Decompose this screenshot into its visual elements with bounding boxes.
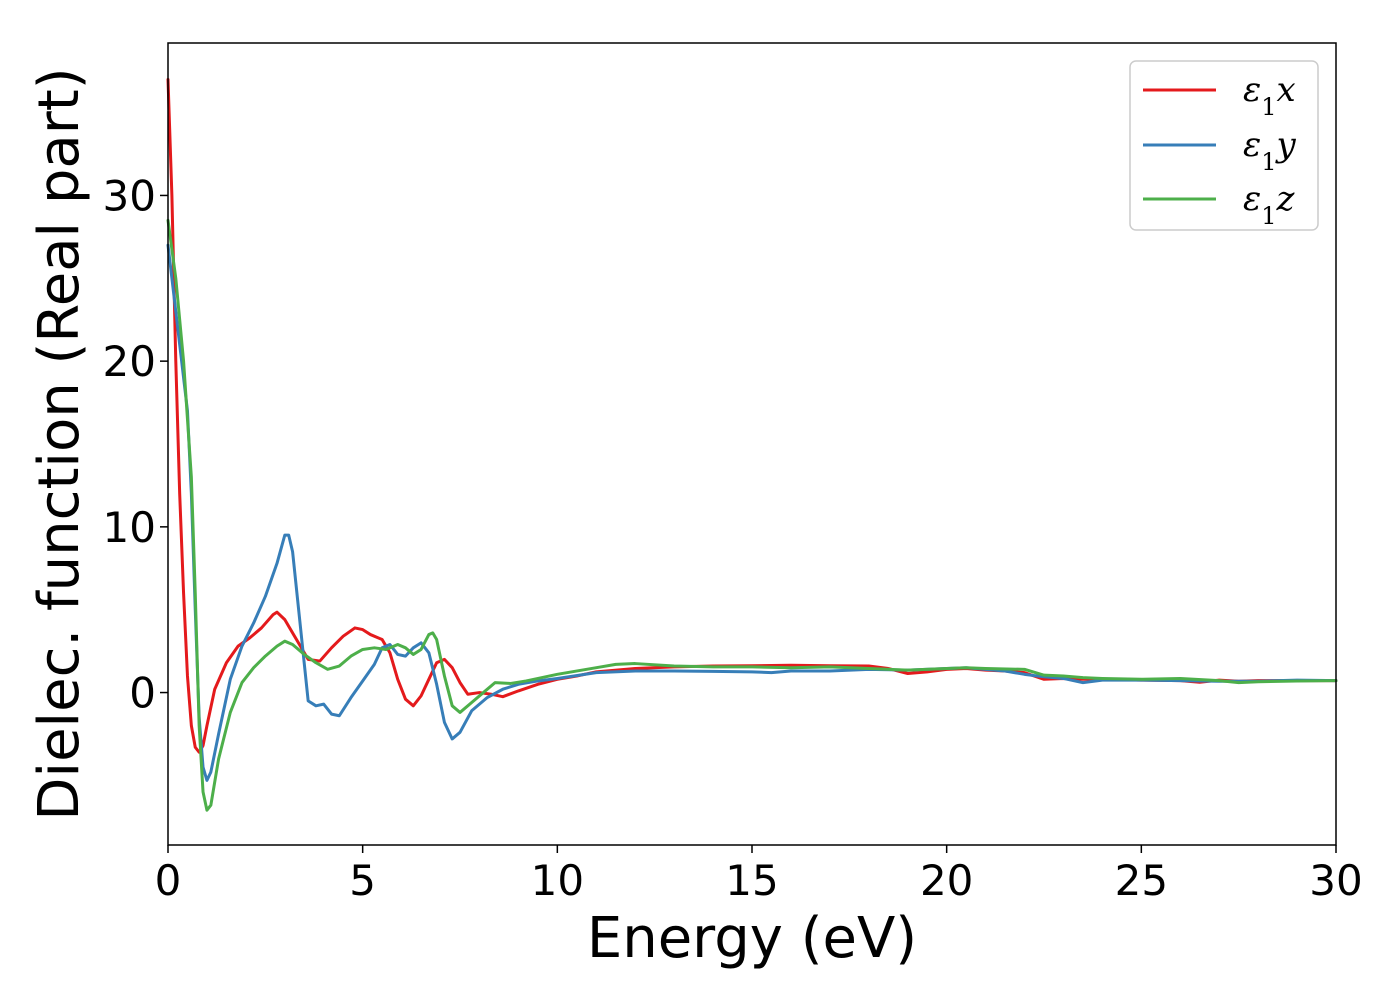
- y-tick-label: 30: [103, 171, 156, 220]
- legend-label-z: ε1z: [1243, 179, 1296, 230]
- x-tick-label: 0: [155, 856, 182, 905]
- tick-layer: 0 5 10 15 20 25 30 0 10 20 30: [103, 171, 1363, 905]
- x-tick-label: 30: [1309, 856, 1362, 905]
- y-tick-label: 0: [129, 669, 156, 718]
- x-tick-label: 25: [1115, 856, 1168, 905]
- legend-label-y: ε1y: [1243, 125, 1297, 176]
- y-axis-label: Dielec. function (Real part): [27, 67, 92, 820]
- series-layer: [166, 77, 1338, 812]
- legend-box: [1129, 60, 1319, 231]
- x-tick-label: 10: [531, 856, 584, 905]
- plot-frame: [167, 42, 1337, 846]
- x-axis-label: Energy (eV): [587, 906, 917, 971]
- y-tick-label: 10: [103, 503, 156, 552]
- legend-label-x: ε1x: [1243, 70, 1296, 121]
- x-tick-label: 20: [920, 856, 973, 905]
- x-tick-label: 5: [349, 856, 376, 905]
- series-line-z: [166, 218, 1338, 812]
- y-tick-label: 20: [103, 337, 156, 386]
- x-tick-label: 15: [725, 856, 778, 905]
